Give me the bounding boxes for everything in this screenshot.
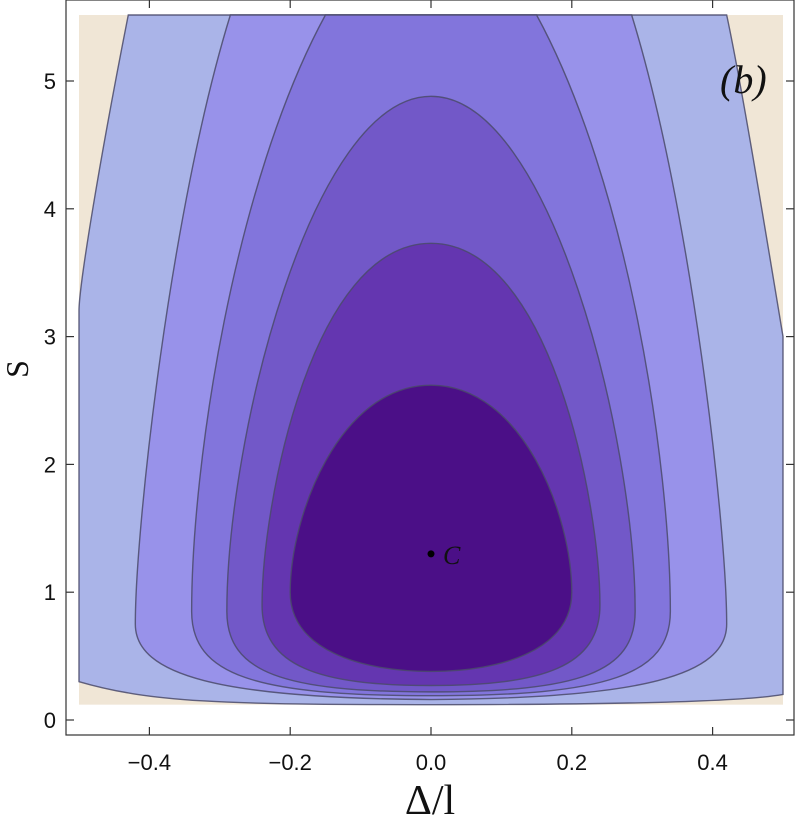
x-tick-label: −0.4 <box>128 750 171 775</box>
contour-level-6 <box>289 384 573 673</box>
points: C <box>427 541 461 570</box>
y-tick-label: 5 <box>44 69 56 94</box>
y-tick-label: 0 <box>44 708 56 733</box>
x-axis: −0.4 −0.2 0.0 0.2 0.4 <box>128 0 728 775</box>
y-tick-label: 1 <box>44 580 56 605</box>
y-axis: 0 1 2 3 4 5 <box>44 69 794 733</box>
y-tick-label: 3 <box>44 325 56 350</box>
x-tick-label: 0.4 <box>697 750 728 775</box>
x-axis-title: Δ/l <box>405 778 455 824</box>
point-label: C <box>443 541 461 570</box>
plot-area <box>78 14 784 706</box>
y-tick-label: 4 <box>44 197 56 222</box>
y-axis-title: S <box>0 360 35 378</box>
x-tick-label: −0.2 <box>268 750 311 775</box>
point-marker <box>427 550 435 558</box>
y-tick-label: 2 <box>44 452 56 477</box>
plot-frame <box>65 0 795 736</box>
x-tick-label: 0.2 <box>557 750 588 775</box>
x-tick-label: 0.0 <box>416 750 447 775</box>
panel-label: (b) <box>720 57 767 102</box>
